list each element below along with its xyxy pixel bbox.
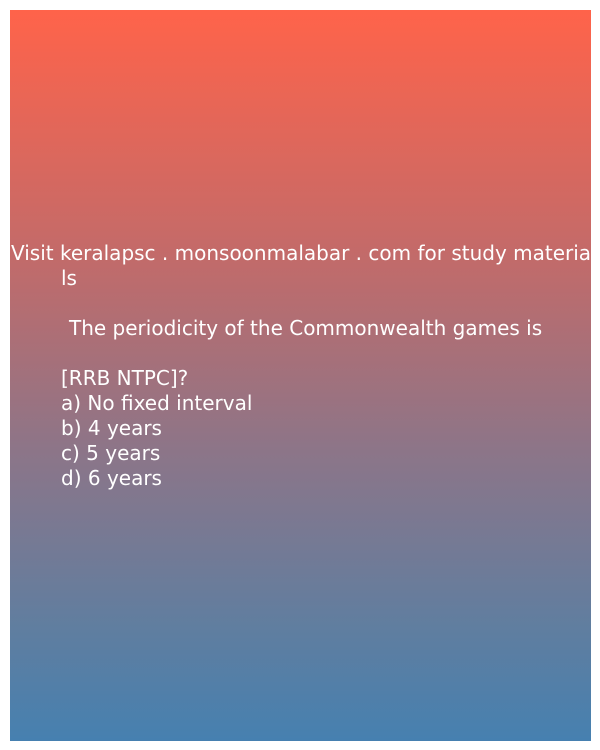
question-source: [RRB NTPC]? <box>61 366 189 390</box>
question-text: The periodicity of the Commonwealth game… <box>69 316 543 340</box>
option-c: c) 5 years <box>61 441 161 465</box>
option-b: b) 4 years <box>61 416 162 440</box>
option-d: d) 6 years <box>61 466 162 490</box>
option-a: a) No fixed interval <box>61 391 253 415</box>
question-card: Visit keralapsc . monsoonmalabar . com f… <box>10 10 591 741</box>
promo-text-line-1: Visit keralapsc . monsoonmalabar . com f… <box>11 241 591 265</box>
promo-text-line-2: ls <box>61 266 77 290</box>
